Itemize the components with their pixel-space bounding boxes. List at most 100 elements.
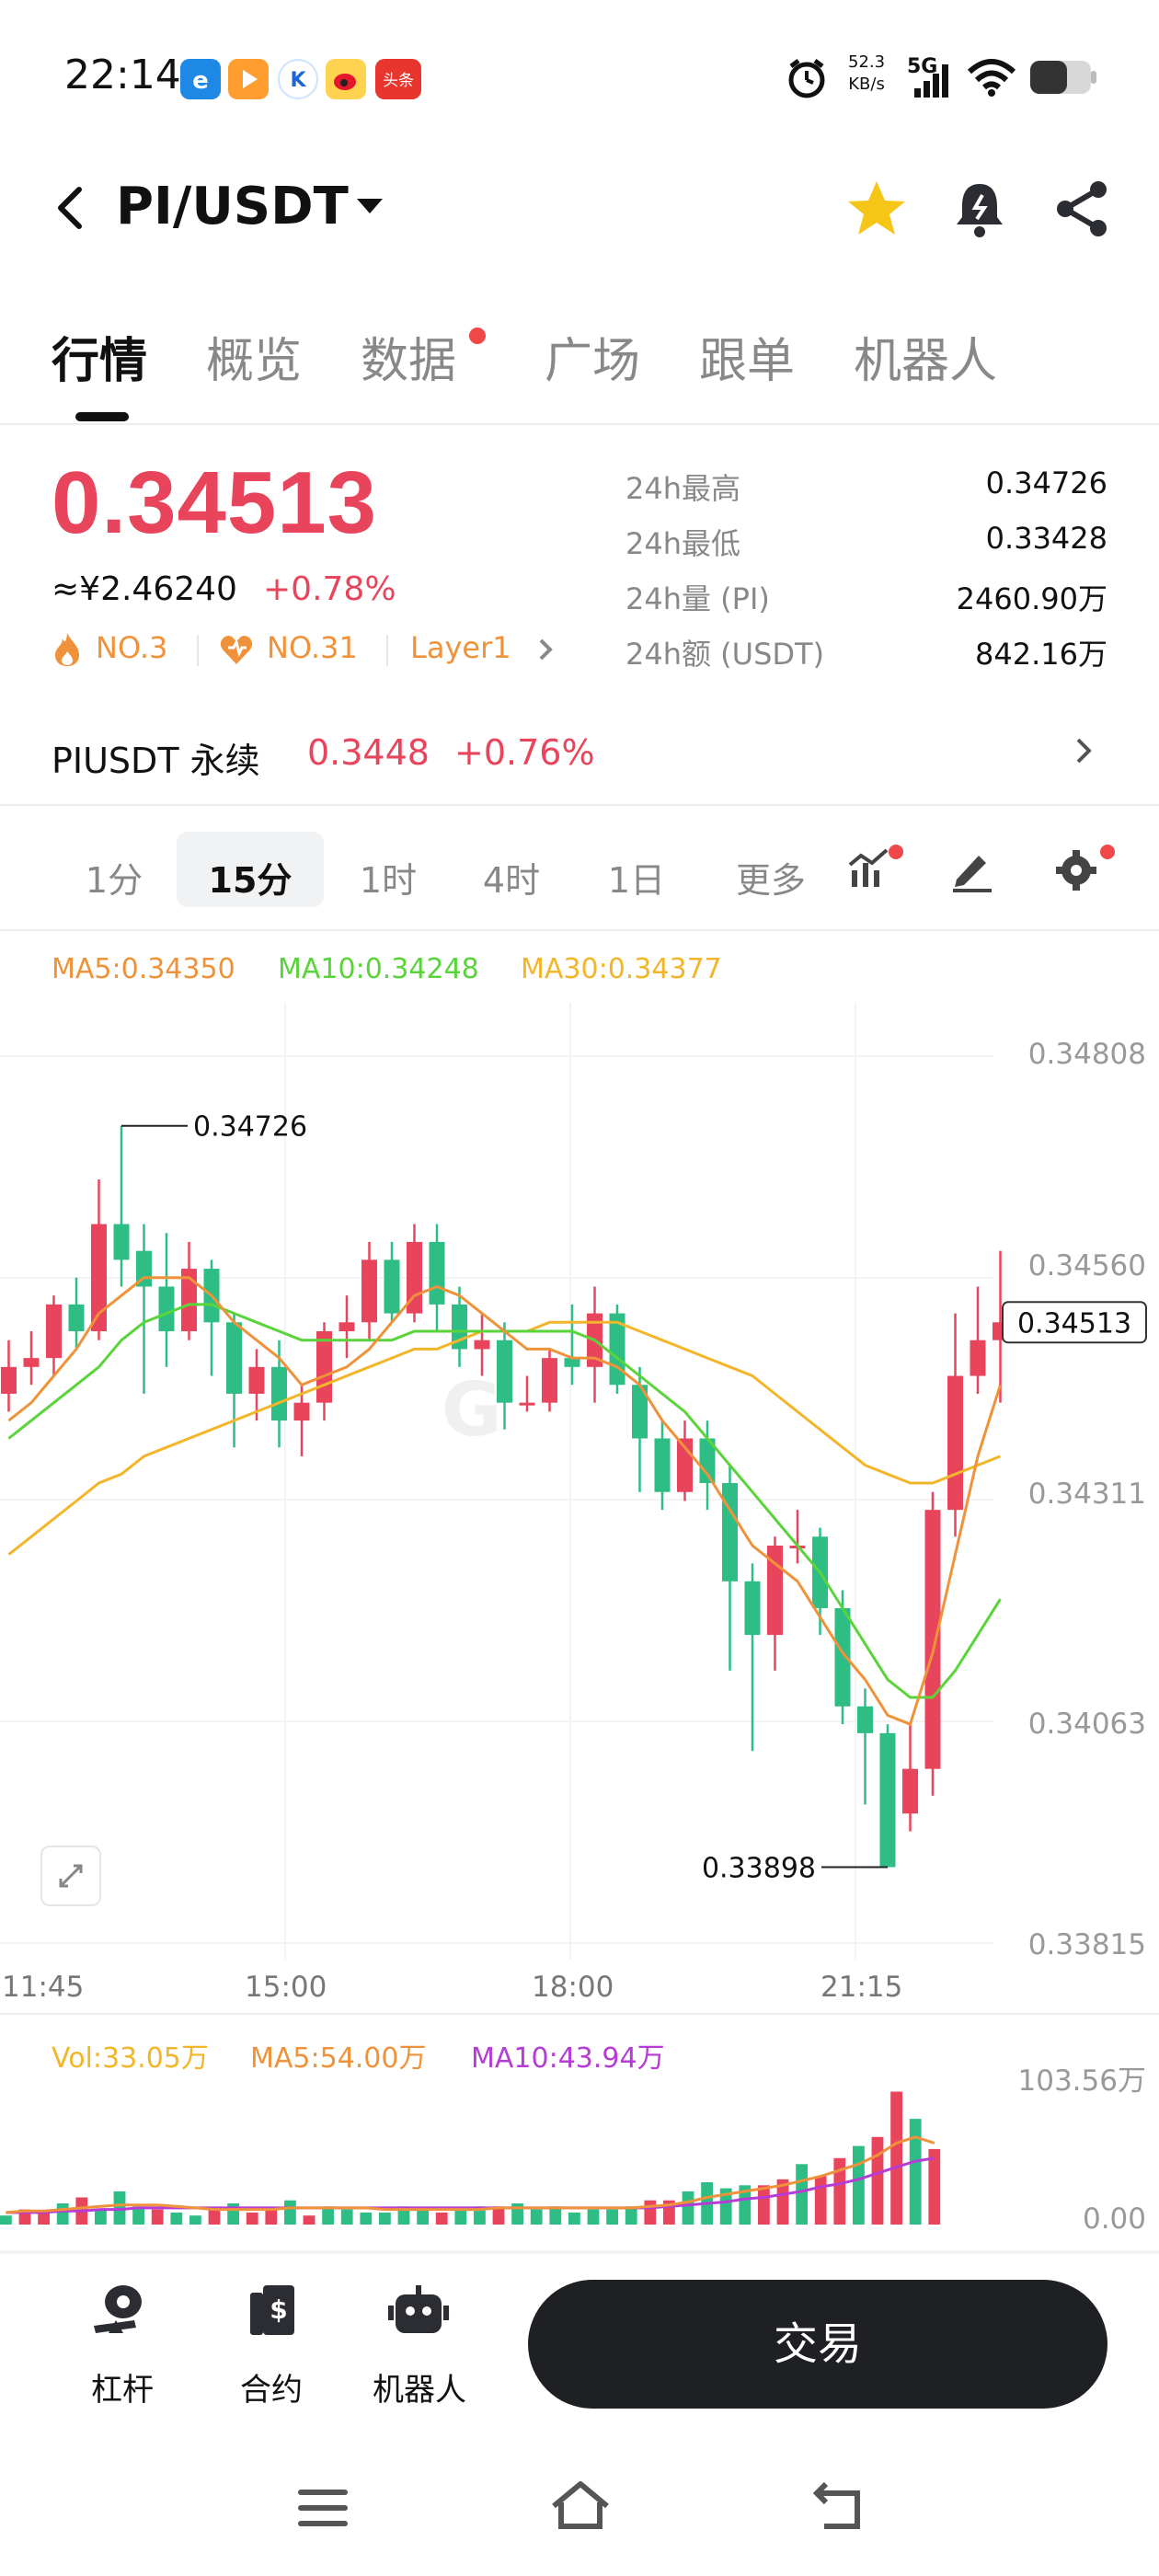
- bell-icon[interactable]: [949, 177, 1010, 245]
- home-icon[interactable]: [548, 2478, 613, 2537]
- menu-icon[interactable]: [293, 2482, 353, 2537]
- tab-data[interactable]: 数据: [361, 334, 457, 389]
- volume-bar: [132, 2206, 144, 2225]
- interval-1h[interactable]: 1时: [359, 860, 418, 901]
- back-icon[interactable]: [52, 182, 88, 237]
- tab-robot[interactable]: 机器人: [854, 334, 998, 389]
- perp-name: PIUSDT 永续: [52, 741, 260, 781]
- volume-bar: [340, 2209, 353, 2225]
- volume-bar: [0, 2215, 12, 2225]
- candle: [902, 1768, 918, 1814]
- chevron-right-icon[interactable]: [535, 635, 556, 668]
- candle: [226, 1322, 242, 1394]
- stat-volume-value: 2460.90万: [956, 581, 1107, 616]
- tab-square[interactable]: 广场: [545, 334, 641, 389]
- volume-bars: [0, 2091, 941, 2225]
- fullscreen-button[interactable]: [40, 1846, 101, 1906]
- tag-category[interactable]: Layer1: [410, 630, 511, 665]
- tab-quotes[interactable]: 行情: [52, 334, 148, 389]
- net-speed-unit: KB/s: [848, 75, 885, 94]
- trade-button[interactable]: 交易: [528, 2280, 1107, 2409]
- x-tick: 21:15: [820, 1971, 903, 2004]
- y-tick: 0.34063: [1027, 1708, 1146, 1741]
- y-tick: 0.34808: [1027, 1038, 1146, 1071]
- volume-bar: [644, 2200, 657, 2225]
- pair-title[interactable]: PI/USDT: [116, 177, 349, 236]
- draw-icon[interactable]: [947, 845, 999, 900]
- vol-y-max: 103.56万: [1017, 2064, 1146, 2098]
- tab-copytrade[interactable]: 跟单: [699, 334, 796, 389]
- candle: [91, 1224, 107, 1332]
- current-price-label: 0.34513: [1017, 1307, 1131, 1340]
- contract-label[interactable]: 合约: [240, 2372, 303, 2409]
- interval-divider: [0, 929, 1159, 931]
- interval-4h[interactable]: 4时: [482, 860, 541, 901]
- net-speed-value: 52.3: [848, 52, 886, 72]
- robot-icon[interactable]: [386, 2280, 451, 2348]
- indicator-icon[interactable]: [846, 843, 907, 898]
- candle: [564, 1358, 580, 1367]
- ma10-legend: MA10:0.34248: [278, 953, 479, 985]
- ma5-legend: MA5:0.34350: [52, 953, 235, 985]
- candle: [632, 1385, 648, 1439]
- candle: [879, 1732, 896, 1868]
- volume-bar: [170, 2212, 183, 2225]
- ma30-legend: MA30:0.34377: [521, 953, 722, 985]
- volume-bar: [397, 2206, 410, 2225]
- candle: [46, 1304, 62, 1359]
- volume-bar: [833, 2157, 846, 2225]
- volume-bar: [625, 2206, 637, 2225]
- app-icon-k: K: [278, 59, 318, 99]
- candle: [519, 1402, 535, 1406]
- volume-bar: [928, 2148, 941, 2225]
- volume-bar: [56, 2203, 69, 2225]
- volume-bar: [246, 2212, 258, 2225]
- volume-bar: [38, 2212, 50, 2225]
- volume-bar: [530, 2209, 543, 2225]
- candle: [857, 1706, 873, 1733]
- volume-bar: [208, 2209, 221, 2225]
- interval-more[interactable]: 更多: [735, 860, 806, 901]
- candle: [722, 1483, 738, 1581]
- status-bar: 22:14 e K 头条 52.3 KB/s 5G: [0, 0, 1159, 156]
- vol-legend: Vol:33.05万: [52, 2042, 209, 2075]
- candle: [181, 1269, 197, 1332]
- volume-chart: [0, 2091, 941, 2225]
- candle: [1, 1366, 17, 1394]
- tag-separator: [197, 635, 199, 666]
- leverage-label[interactable]: 杠杆: [91, 2372, 154, 2409]
- interval-1d[interactable]: 1日: [607, 860, 666, 901]
- stat-volume-label: 24h量 (PI): [625, 581, 770, 616]
- tag-hot-rank[interactable]: NO.3: [96, 630, 168, 665]
- robot-label[interactable]: 机器人: [373, 2372, 466, 2409]
- volume-bar: [360, 2212, 373, 2225]
- signal-icon: [911, 61, 953, 103]
- chart-settings-icon[interactable]: [1050, 841, 1119, 900]
- tab-active-indicator: [75, 412, 129, 421]
- app-icon-orange: [228, 59, 269, 99]
- bottom-divider: [0, 2250, 1159, 2254]
- interval-1m[interactable]: 1分: [85, 860, 143, 901]
- tab-overview[interactable]: 概览: [206, 334, 303, 389]
- wifi-icon: [966, 57, 1017, 101]
- candle: [474, 1340, 490, 1350]
- share-icon[interactable]: [1052, 177, 1113, 245]
- vol-ma10-line: [6, 2156, 935, 2214]
- contract-icon[interactable]: $: [241, 2280, 305, 2348]
- leverage-icon[interactable]: [88, 2280, 153, 2348]
- clock: 22:14: [64, 52, 181, 98]
- y-tick: 0.33815: [1027, 1928, 1146, 1961]
- star-icon[interactable]: [844, 177, 909, 245]
- dropdown-icon[interactable]: [355, 195, 384, 221]
- perp-chevron-icon[interactable]: [1071, 732, 1096, 773]
- tag-fav-rank[interactable]: NO.31: [267, 630, 358, 665]
- volume-bar: [758, 2185, 770, 2225]
- tag-separator: [386, 635, 388, 666]
- back-nav-icon[interactable]: [808, 2480, 868, 2539]
- interval-15m[interactable]: 15分: [208, 860, 293, 901]
- candle: [339, 1322, 355, 1332]
- candle: [699, 1438, 716, 1484]
- battery-icon: [1028, 59, 1098, 99]
- stat-turnover-value: 842.16万: [975, 637, 1107, 672]
- candlestick-chart[interactable]: G 0.34726 0.33898 0.34513: [0, 1003, 1159, 1960]
